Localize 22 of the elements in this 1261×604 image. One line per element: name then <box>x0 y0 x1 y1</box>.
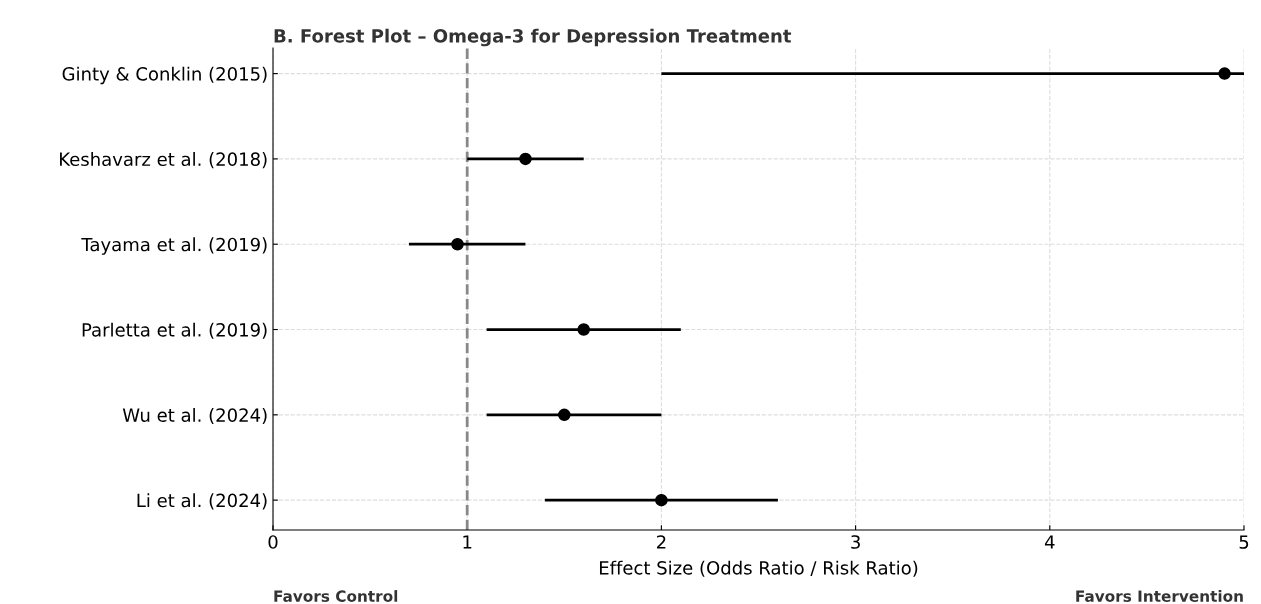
point <box>451 237 464 251</box>
text: Favors Control <box>274 590 398 602</box>
y-tick-label: Ginty & Conklin (2015) <box>62 66 267 85</box>
x-tick-label: 2 <box>656 535 666 549</box>
x-tick-label: 1 <box>463 535 472 549</box>
text: Favors Intervention <box>1076 590 1243 602</box>
x-tick-label: 3 <box>851 535 860 549</box>
x-axis-title: Effect Size (Odds Ratio / Risk Ratio) <box>599 560 918 577</box>
y-tick-label: Li et al. (2024) <box>137 493 267 510</box>
y-tick-label: Parletta et al. (2019) <box>82 322 267 339</box>
point <box>558 408 571 422</box>
x-tick-label: 0 <box>268 535 278 549</box>
y-tick-label: Wu et al. (2024) <box>122 407 267 425</box>
x-tick-label: 5 <box>1239 535 1249 549</box>
point <box>655 493 668 507</box>
point <box>1218 67 1231 80</box>
y-tick-label: Keshavarz et al. (2018) <box>60 152 267 169</box>
y-tick-label: Tayama et al. (2019) <box>81 237 267 255</box>
chart-title: B. Forest Plot – Omega-3 for Depression Treatment <box>274 28 792 47</box>
point <box>519 152 532 166</box>
point <box>577 323 590 336</box>
x-tick-label: 4 <box>1044 535 1055 549</box>
